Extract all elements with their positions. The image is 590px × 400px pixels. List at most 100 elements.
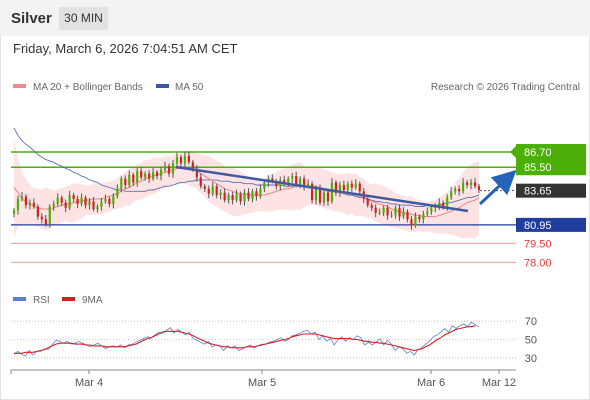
- candle-body: [44, 219, 47, 225]
- candle-body: [179, 157, 183, 164]
- timeframe-button[interactable]: 30 MIN: [59, 7, 108, 30]
- candle-body: [148, 173, 151, 179]
- pivot-level-label: 80.95: [524, 220, 552, 232]
- downtrend-line: [175, 165, 469, 213]
- candle-body: [446, 197, 449, 207]
- candle-body: [243, 192, 246, 202]
- candle-body: [346, 183, 349, 191]
- candle-body: [354, 183, 357, 188]
- candle-body: [291, 176, 294, 179]
- current-price-label: 83.65: [524, 186, 552, 198]
- copyright-label: Research © 2026 Trading Central: [431, 82, 580, 93]
- rsi-tick-label: 30: [525, 353, 537, 365]
- candle-body: [307, 183, 310, 187]
- candle-body: [374, 207, 377, 213]
- candle-body: [235, 193, 238, 201]
- candle-body: [219, 192, 222, 196]
- candle-body: [426, 211, 429, 215]
- candle-body: [215, 186, 218, 196]
- rsi-legend-swatch: [13, 297, 26, 301]
- candle-body: [191, 162, 194, 169]
- candle-body: [410, 219, 413, 226]
- candle-body: [430, 206, 433, 212]
- candle-body: [422, 214, 425, 220]
- candle-body: [128, 174, 131, 185]
- candle-body: [52, 203, 55, 207]
- candle-body: [462, 182, 465, 192]
- candle-body: [390, 215, 393, 217]
- candle-body: [469, 182, 473, 185]
- ma20-line: [13, 166, 480, 218]
- candle-body: [370, 205, 373, 208]
- rsi-layer: [13, 321, 480, 357]
- candle-body: [394, 207, 397, 216]
- candle-body: [314, 188, 318, 201]
- ma9-legend-label: 9MA: [82, 295, 103, 306]
- candle-body: [187, 155, 190, 163]
- candle-body: [24, 196, 28, 206]
- candle-body: [247, 192, 250, 199]
- candle-body: [140, 171, 143, 178]
- candle-body: [458, 188, 461, 192]
- candle-body: [72, 195, 75, 199]
- candle-body: [171, 163, 175, 174]
- ma50-legend-swatch: [156, 84, 169, 88]
- resistance-level-label: 85.50: [524, 162, 552, 174]
- current-price-box: [516, 183, 586, 198]
- candle-body: [203, 186, 206, 189]
- candle-body: [251, 191, 254, 199]
- x-tick-label: Mar 12: [482, 377, 516, 389]
- rsi-tick-label: 50: [525, 335, 537, 347]
- moving-average-layer: [13, 127, 480, 218]
- candle-body: [358, 183, 361, 192]
- candle-body: [20, 196, 24, 199]
- candle-body: [231, 195, 234, 201]
- candle-body: [326, 192, 330, 202]
- candle-body: [334, 182, 338, 193]
- candle-body: [239, 193, 242, 202]
- candle-body: [477, 186, 481, 191]
- level-labels: 83.65 80.95 79.50 78.00 86.70 85.50: [510, 144, 586, 269]
- candle-body: [48, 206, 51, 225]
- candle-body: [76, 198, 79, 204]
- rsi-grid: 70 50 30: [11, 316, 537, 365]
- candle-body: [144, 173, 147, 178]
- candle-body: [227, 195, 230, 201]
- candle-body: [342, 184, 345, 191]
- ma9-legend-swatch: [62, 297, 75, 301]
- candle-body: [88, 201, 91, 206]
- candle-body: [92, 201, 95, 210]
- support-level-label: 78.00: [524, 257, 552, 269]
- candle-body: [152, 172, 155, 179]
- candle-body: [183, 155, 186, 164]
- candle-body: [108, 198, 111, 204]
- candle-body: [223, 192, 226, 201]
- candle-body: [283, 179, 286, 184]
- rsi-legend-label: RSI: [33, 295, 50, 306]
- candle-body: [136, 171, 139, 183]
- candle-body: [28, 202, 31, 206]
- candle-body: [40, 216, 43, 220]
- candle-body: [207, 188, 210, 194]
- candle-body: [60, 197, 63, 203]
- candle-body: [418, 216, 421, 220]
- symbol-title: Silver: [11, 10, 52, 27]
- candle-body: [386, 207, 389, 216]
- candle-body: [36, 206, 39, 217]
- candle-body: [132, 174, 135, 183]
- candle-body: [96, 206, 99, 210]
- candle-body: [287, 178, 290, 184]
- candle-body: [120, 178, 123, 189]
- resistance-label-box: [516, 144, 586, 176]
- candle-body: [112, 196, 115, 204]
- candle-body: [402, 211, 405, 217]
- candle-body: [259, 188, 262, 197]
- candle-body: [414, 216, 417, 226]
- chart-header: Silver 30 MIN: [0, 0, 590, 36]
- candle-body: [398, 207, 401, 217]
- candle-body: [366, 198, 369, 206]
- bollinger-band-layer: [14, 137, 479, 239]
- candle-body: [442, 202, 445, 207]
- ma20-legend-label: MA 20 + Bollinger Bands: [33, 82, 143, 93]
